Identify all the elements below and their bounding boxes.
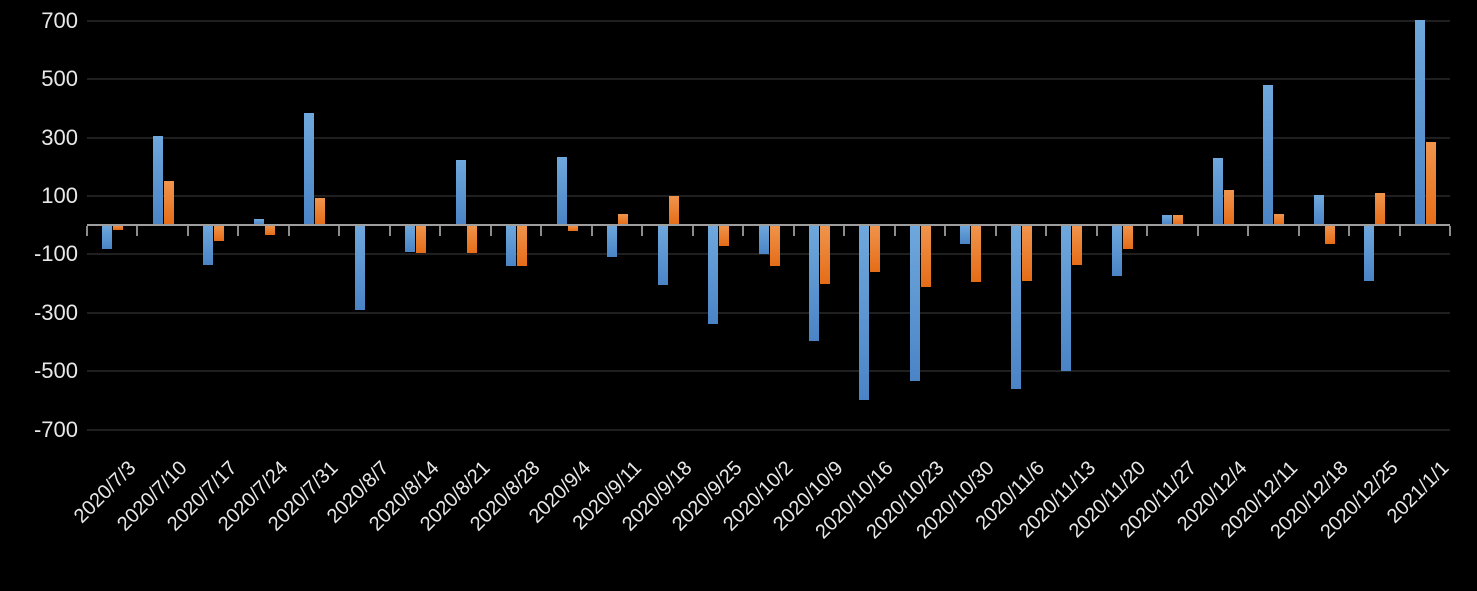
gridline-300: [87, 136, 1450, 139]
bar-blue-2020-10-2[interactable]: [758, 225, 769, 255]
x-axis-tick: [388, 226, 391, 237]
x-axis-tick: [1398, 226, 1401, 237]
x-axis-tick: [1146, 226, 1149, 237]
x-axis-tick: [994, 226, 997, 237]
bar-orange-2020-7-10[interactable]: [163, 181, 174, 226]
y-axis-tick-label: -700: [33, 416, 78, 442]
x-axis-tick: [843, 226, 846, 237]
y-axis-tick-label: 500: [41, 66, 78, 92]
y-axis-tick-label: 700: [41, 8, 78, 33]
bar-blue-2020-12-11[interactable]: [1263, 85, 1274, 226]
bar-orange-2020-11-27[interactable]: [1173, 215, 1184, 226]
x-axis-tick: [237, 226, 240, 237]
bar-blue-2020-11-20[interactable]: [1111, 225, 1122, 277]
bar-orange-2020-7-24[interactable]: [264, 225, 275, 236]
bar-blue-2020-12-25[interactable]: [1364, 225, 1375, 281]
bar-orange-2020-12-4[interactable]: [1223, 190, 1234, 226]
gridline-500: [87, 78, 1450, 81]
x-axis-tick: [1449, 226, 1451, 237]
x-axis-tick: [792, 226, 795, 237]
bar-blue-2020-11-27[interactable]: [1162, 215, 1173, 226]
bar-orange-2020-10-9[interactable]: [819, 225, 830, 284]
x-axis-tick: [944, 226, 947, 237]
bar-blue-2020-9-11[interactable]: [607, 225, 618, 258]
bar-orange-2020-8-21[interactable]: [466, 225, 477, 253]
bar-blue-2020-8-21[interactable]: [455, 159, 466, 226]
bar-orange-2020-11-13[interactable]: [1072, 225, 1083, 265]
x-axis-tick: [186, 226, 189, 237]
x-axis-tick: [893, 226, 896, 237]
bar-blue-2020-10-16[interactable]: [859, 225, 870, 401]
bar-orange-2021-1-1[interactable]: [1425, 142, 1436, 226]
bar-orange-2020-12-18[interactable]: [1324, 225, 1335, 245]
x-axis-tick: [691, 226, 694, 237]
gridline--300: [87, 311, 1450, 314]
gridline-100: [87, 195, 1450, 198]
x-axis-tick: [287, 226, 290, 237]
bar-blue-2020-10-9[interactable]: [808, 225, 819, 341]
bar-blue-2021-1-1[interactable]: [1414, 19, 1425, 226]
bar-orange-2020-9-25[interactable]: [719, 225, 730, 246]
x-axis-tick: [1348, 226, 1351, 237]
x-axis-line: [87, 224, 1450, 227]
gridline--100: [87, 253, 1450, 256]
bar-orange-2020-7-3[interactable]: [113, 225, 124, 230]
bar-blue-2020-12-4[interactable]: [1212, 158, 1223, 226]
bar-blue-2020-7-31[interactable]: [304, 112, 315, 226]
bar-orange-2020-12-25[interactable]: [1375, 193, 1386, 226]
x-axis-tick: [540, 226, 543, 237]
gridline--700: [87, 428, 1450, 431]
x-axis-tick: [86, 226, 88, 237]
bar-blue-2020-8-28[interactable]: [506, 225, 517, 267]
x-axis-tick: [1247, 226, 1250, 237]
bar-orange-2020-11-20[interactable]: [1122, 225, 1133, 249]
bar-orange-2020-8-14[interactable]: [416, 225, 427, 253]
y-axis-tick-label: -500: [33, 358, 78, 384]
bar-blue-2020-7-10[interactable]: [152, 136, 163, 226]
bar-blue-2020-11-6[interactable]: [1010, 225, 1021, 389]
bar-orange-2020-10-2[interactable]: [769, 225, 780, 267]
y-axis-tick-label: -300: [33, 299, 78, 325]
bar-blue-2020-9-18[interactable]: [657, 225, 668, 286]
x-axis-tick: [338, 226, 341, 237]
y-axis-tick-label: 100: [41, 183, 78, 209]
bar-blue-2020-9-4[interactable]: [556, 156, 567, 226]
y-axis-tick-label: 300: [41, 124, 78, 150]
bar-blue-2020-12-18[interactable]: [1313, 194, 1324, 226]
bar-blue-2020-7-3[interactable]: [102, 225, 113, 249]
gridline-700: [87, 20, 1450, 22]
bar-blue-2020-11-13[interactable]: [1061, 225, 1072, 372]
x-axis-tick: [590, 226, 593, 237]
bar-blue-2020-10-23[interactable]: [909, 225, 920, 382]
bar-blue-2020-8-7[interactable]: [354, 225, 365, 310]
x-axis-tick: [1095, 226, 1098, 237]
x-axis-tick: [641, 226, 644, 237]
bar-blue-2020-10-30[interactable]: [960, 225, 971, 245]
bar-orange-2020-7-17[interactable]: [214, 225, 225, 242]
x-axis-tick: [489, 226, 492, 237]
y-axis-tick-label: -100: [33, 241, 78, 267]
x-axis-tick: [1045, 226, 1048, 237]
x-axis-tick: [1297, 226, 1300, 237]
bar-orange-2020-9-4[interactable]: [567, 225, 578, 232]
bar-orange-2020-8-28[interactable]: [517, 225, 528, 267]
x-axis-tick: [742, 226, 745, 237]
bar-blue-2020-7-17[interactable]: [203, 225, 214, 265]
gridline--500: [87, 370, 1450, 373]
x-axis-tick: [136, 226, 139, 237]
bar-orange-2020-7-31[interactable]: [315, 197, 326, 226]
bar-blue-2020-7-24[interactable]: [253, 219, 264, 226]
x-axis-tick: [1196, 226, 1199, 237]
bar-orange-2020-10-16[interactable]: [870, 225, 881, 272]
bar-orange-2020-10-23[interactable]: [920, 225, 931, 287]
bar-orange-2020-9-11[interactable]: [618, 213, 629, 226]
bar-blue-2020-9-25[interactable]: [708, 225, 719, 325]
bar-orange-2020-10-30[interactable]: [971, 225, 982, 283]
x-axis-tick: [439, 226, 442, 237]
bar-orange-2020-12-11[interactable]: [1274, 213, 1285, 226]
bar-orange-2020-11-6[interactable]: [1021, 225, 1032, 281]
bar-orange-2020-9-18[interactable]: [668, 196, 679, 226]
bar-blue-2020-8-14[interactable]: [405, 225, 416, 252]
